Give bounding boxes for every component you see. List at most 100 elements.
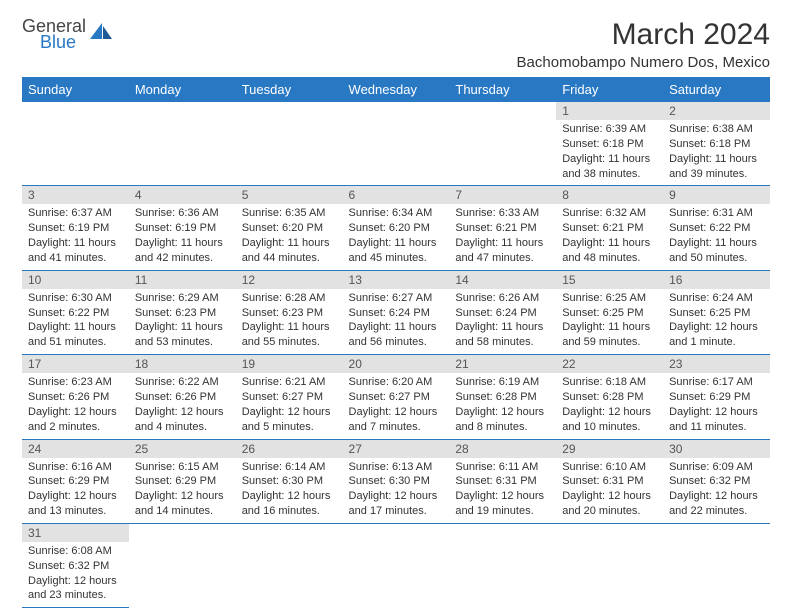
- sunrise-text: Sunrise: 6:35 AM: [242, 206, 337, 221]
- daylight-text: Daylight: 12 hours and 23 minutes.: [28, 574, 123, 604]
- calendar-cell: 19Sunrise: 6:21 AMSunset: 6:27 PMDayligh…: [236, 355, 343, 439]
- sunrise-text: Sunrise: 6:14 AM: [242, 460, 337, 475]
- day-info: Sunrise: 6:26 AMSunset: 6:24 PMDaylight:…: [449, 289, 556, 354]
- calendar-row: 1Sunrise: 6:39 AMSunset: 6:18 PMDaylight…: [22, 102, 770, 186]
- day-number: 26: [236, 440, 343, 458]
- sunrise-text: Sunrise: 6:08 AM: [28, 544, 123, 559]
- sunrise-text: Sunrise: 6:10 AM: [562, 460, 657, 475]
- calendar-cell: 22Sunrise: 6:18 AMSunset: 6:28 PMDayligh…: [556, 355, 663, 439]
- day-info: Sunrise: 6:16 AMSunset: 6:29 PMDaylight:…: [22, 458, 129, 523]
- sunrise-text: Sunrise: 6:25 AM: [562, 291, 657, 306]
- title-block: March 2024 Bachomobampo Numero Dos, Mexi…: [517, 18, 770, 71]
- calendar-row: 3Sunrise: 6:37 AMSunset: 6:19 PMDaylight…: [22, 186, 770, 270]
- day-info: Sunrise: 6:10 AMSunset: 6:31 PMDaylight:…: [556, 458, 663, 523]
- day-number: 5: [236, 186, 343, 204]
- sunrise-text: Sunrise: 6:19 AM: [455, 375, 550, 390]
- sunrise-text: Sunrise: 6:20 AM: [349, 375, 444, 390]
- sunrise-text: Sunrise: 6:27 AM: [349, 291, 444, 306]
- calendar-cell: 18Sunrise: 6:22 AMSunset: 6:26 PMDayligh…: [129, 355, 236, 439]
- daylight-text: Daylight: 12 hours and 2 minutes.: [28, 405, 123, 435]
- day-number: 21: [449, 355, 556, 373]
- sunset-text: Sunset: 6:32 PM: [669, 474, 764, 489]
- sunrise-text: Sunrise: 6:11 AM: [455, 460, 550, 475]
- sunset-text: Sunset: 6:28 PM: [562, 390, 657, 405]
- sunrise-text: Sunrise: 6:18 AM: [562, 375, 657, 390]
- daylight-text: Daylight: 12 hours and 7 minutes.: [349, 405, 444, 435]
- calendar-cell: 11Sunrise: 6:29 AMSunset: 6:23 PMDayligh…: [129, 270, 236, 354]
- calendar-cell: [236, 102, 343, 186]
- weekday-header: Wednesday: [343, 77, 450, 102]
- calendar-cell: 30Sunrise: 6:09 AMSunset: 6:32 PMDayligh…: [663, 439, 770, 523]
- daylight-text: Daylight: 11 hours and 47 minutes.: [455, 236, 550, 266]
- sunset-text: Sunset: 6:21 PM: [455, 221, 550, 236]
- weekday-header: Thursday: [449, 77, 556, 102]
- day-number: 24: [22, 440, 129, 458]
- sunrise-text: Sunrise: 6:34 AM: [349, 206, 444, 221]
- daylight-text: Daylight: 11 hours and 38 minutes.: [562, 152, 657, 182]
- sunset-text: Sunset: 6:26 PM: [28, 390, 123, 405]
- day-number: 11: [129, 271, 236, 289]
- calendar-cell: [343, 523, 450, 607]
- day-number: 1: [556, 102, 663, 120]
- day-info: Sunrise: 6:28 AMSunset: 6:23 PMDaylight:…: [236, 289, 343, 354]
- sunrise-text: Sunrise: 6:15 AM: [135, 460, 230, 475]
- daylight-text: Daylight: 12 hours and 14 minutes.: [135, 489, 230, 519]
- sail-icon: [88, 21, 114, 48]
- calendar-row: 17Sunrise: 6:23 AMSunset: 6:26 PMDayligh…: [22, 355, 770, 439]
- day-info: Sunrise: 6:33 AMSunset: 6:21 PMDaylight:…: [449, 204, 556, 269]
- page-title: March 2024: [517, 18, 770, 52]
- sunset-text: Sunset: 6:22 PM: [28, 306, 123, 321]
- sunrise-text: Sunrise: 6:16 AM: [28, 460, 123, 475]
- day-info: Sunrise: 6:15 AMSunset: 6:29 PMDaylight:…: [129, 458, 236, 523]
- sunset-text: Sunset: 6:24 PM: [455, 306, 550, 321]
- day-info: Sunrise: 6:35 AMSunset: 6:20 PMDaylight:…: [236, 204, 343, 269]
- day-number: 28: [449, 440, 556, 458]
- daylight-text: Daylight: 12 hours and 5 minutes.: [242, 405, 337, 435]
- calendar-cell: [129, 523, 236, 607]
- day-number: 2: [663, 102, 770, 120]
- day-info: Sunrise: 6:36 AMSunset: 6:19 PMDaylight:…: [129, 204, 236, 269]
- calendar-cell: [449, 523, 556, 607]
- calendar-cell: [343, 102, 450, 186]
- daylight-text: Daylight: 11 hours and 39 minutes.: [669, 152, 764, 182]
- calendar-cell: 2Sunrise: 6:38 AMSunset: 6:18 PMDaylight…: [663, 102, 770, 186]
- day-info: Sunrise: 6:20 AMSunset: 6:27 PMDaylight:…: [343, 373, 450, 438]
- calendar-cell: 24Sunrise: 6:16 AMSunset: 6:29 PMDayligh…: [22, 439, 129, 523]
- calendar-cell: [236, 523, 343, 607]
- sunset-text: Sunset: 6:22 PM: [669, 221, 764, 236]
- calendar-cell: 4Sunrise: 6:36 AMSunset: 6:19 PMDaylight…: [129, 186, 236, 270]
- sunset-text: Sunset: 6:23 PM: [135, 306, 230, 321]
- calendar-cell: 16Sunrise: 6:24 AMSunset: 6:25 PMDayligh…: [663, 270, 770, 354]
- day-info: Sunrise: 6:23 AMSunset: 6:26 PMDaylight:…: [22, 373, 129, 438]
- day-number: 14: [449, 271, 556, 289]
- daylight-text: Daylight: 12 hours and 8 minutes.: [455, 405, 550, 435]
- daylight-text: Daylight: 11 hours and 44 minutes.: [242, 236, 337, 266]
- calendar-cell: 7Sunrise: 6:33 AMSunset: 6:21 PMDaylight…: [449, 186, 556, 270]
- day-number: 22: [556, 355, 663, 373]
- sunset-text: Sunset: 6:25 PM: [562, 306, 657, 321]
- daylight-text: Daylight: 12 hours and 20 minutes.: [562, 489, 657, 519]
- sunset-text: Sunset: 6:29 PM: [28, 474, 123, 489]
- calendar-cell: 20Sunrise: 6:20 AMSunset: 6:27 PMDayligh…: [343, 355, 450, 439]
- sunrise-text: Sunrise: 6:26 AM: [455, 291, 550, 306]
- day-number: 9: [663, 186, 770, 204]
- day-info: Sunrise: 6:39 AMSunset: 6:18 PMDaylight:…: [556, 120, 663, 185]
- day-number: 25: [129, 440, 236, 458]
- calendar-cell: [663, 523, 770, 607]
- day-info: Sunrise: 6:37 AMSunset: 6:19 PMDaylight:…: [22, 204, 129, 269]
- calendar-cell: 13Sunrise: 6:27 AMSunset: 6:24 PMDayligh…: [343, 270, 450, 354]
- sunset-text: Sunset: 6:19 PM: [135, 221, 230, 236]
- sunrise-text: Sunrise: 6:30 AM: [28, 291, 123, 306]
- day-number: 20: [343, 355, 450, 373]
- daylight-text: Daylight: 12 hours and 16 minutes.: [242, 489, 337, 519]
- sunrise-text: Sunrise: 6:31 AM: [669, 206, 764, 221]
- sunrise-text: Sunrise: 6:09 AM: [669, 460, 764, 475]
- calendar-cell: 25Sunrise: 6:15 AMSunset: 6:29 PMDayligh…: [129, 439, 236, 523]
- calendar-cell: 26Sunrise: 6:14 AMSunset: 6:30 PMDayligh…: [236, 439, 343, 523]
- day-info: Sunrise: 6:11 AMSunset: 6:31 PMDaylight:…: [449, 458, 556, 523]
- day-number: 27: [343, 440, 450, 458]
- day-info: Sunrise: 6:14 AMSunset: 6:30 PMDaylight:…: [236, 458, 343, 523]
- day-number: 29: [556, 440, 663, 458]
- calendar-row: 10Sunrise: 6:30 AMSunset: 6:22 PMDayligh…: [22, 270, 770, 354]
- sunrise-text: Sunrise: 6:33 AM: [455, 206, 550, 221]
